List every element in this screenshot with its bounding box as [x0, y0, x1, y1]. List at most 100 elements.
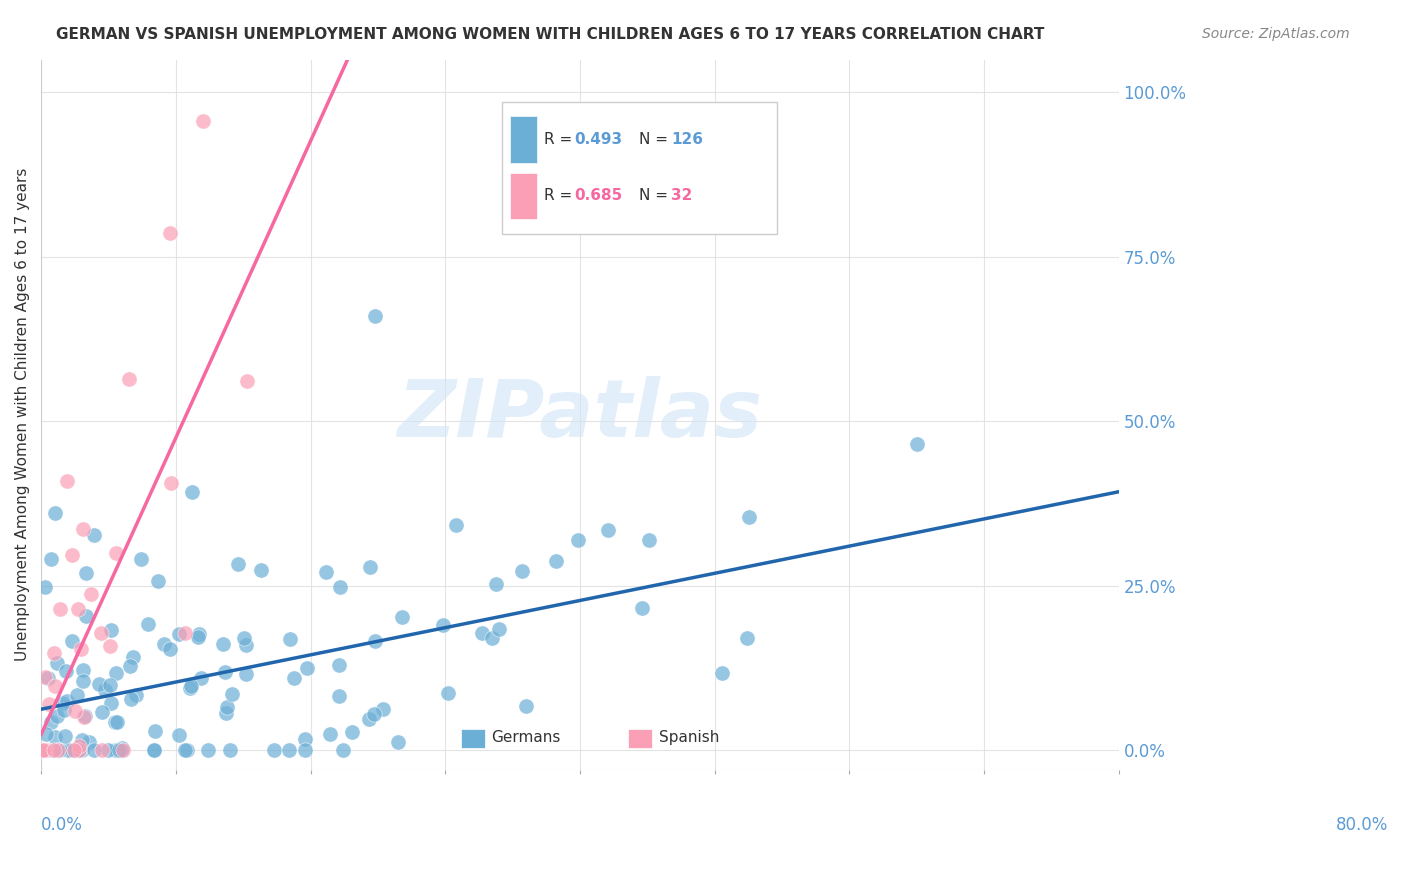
Point: [37, 743, 59, 757]
Point: [44, 506, 66, 520]
Point: [103, 715, 125, 730]
Point: [110, 743, 132, 757]
Point: [110, 743, 132, 757]
Point: [371, 702, 394, 716]
Point: [169, 728, 191, 742]
Point: [187, 630, 209, 644]
Point: [444, 517, 467, 532]
Text: 32: 32: [672, 188, 693, 203]
Point: [315, 565, 337, 579]
Point: [142, 743, 165, 757]
Point: [233, 632, 256, 646]
Point: [39, 552, 62, 566]
Point: [66, 602, 89, 616]
Point: [249, 563, 271, 577]
Point: [75, 566, 97, 581]
Point: [56, 474, 79, 488]
Point: [100, 639, 122, 653]
Point: [567, 533, 589, 548]
Point: [328, 657, 350, 672]
Point: [34, 670, 56, 684]
Point: [214, 665, 236, 679]
Text: Germans: Germans: [492, 731, 561, 746]
Point: [340, 725, 363, 739]
Point: [42, 743, 65, 757]
Point: [142, 743, 165, 757]
Point: [70, 743, 93, 757]
Point: [38, 698, 60, 712]
Point: [104, 743, 127, 757]
Point: [180, 679, 202, 693]
Point: [905, 437, 928, 451]
Point: [197, 743, 219, 757]
Point: [83, 528, 105, 542]
Y-axis label: Unemployment Among Women with Children Ages 6 to 17 years: Unemployment Among Women with Children A…: [15, 168, 30, 661]
Text: Source: ZipAtlas.com: Source: ZipAtlas.com: [1202, 27, 1350, 41]
Point: [122, 650, 145, 665]
Point: [53, 729, 76, 743]
Point: [159, 641, 181, 656]
Point: [118, 372, 141, 386]
Point: [179, 681, 201, 696]
Point: [332, 743, 354, 757]
Point: [55, 665, 77, 679]
Point: [51, 696, 73, 710]
Point: [42, 743, 65, 757]
Point: [67, 743, 90, 757]
FancyBboxPatch shape: [461, 729, 485, 748]
Point: [173, 743, 195, 757]
Point: [31, 743, 53, 757]
Point: [297, 660, 319, 674]
Point: [488, 622, 510, 636]
Point: [215, 699, 238, 714]
Point: [105, 743, 128, 757]
Point: [46, 743, 69, 757]
Point: [294, 743, 316, 757]
Point: [72, 522, 94, 536]
Point: [510, 564, 533, 578]
Text: 0.493: 0.493: [575, 132, 623, 146]
Point: [60, 743, 83, 757]
Point: [738, 509, 761, 524]
Point: [34, 743, 56, 757]
Point: [359, 559, 381, 574]
Point: [56, 743, 79, 757]
Point: [215, 706, 238, 721]
Point: [125, 689, 148, 703]
Text: Spanish: Spanish: [658, 731, 718, 746]
Point: [79, 734, 101, 748]
Text: R =: R =: [544, 188, 578, 203]
Point: [105, 546, 128, 560]
Point: [31, 743, 53, 757]
Point: [75, 709, 97, 723]
FancyBboxPatch shape: [628, 729, 652, 748]
Point: [62, 743, 84, 757]
Point: [37, 671, 59, 685]
Point: [90, 626, 112, 640]
Point: [89, 677, 111, 691]
Point: [97, 743, 120, 757]
Point: [72, 663, 94, 677]
Point: [159, 226, 181, 240]
Point: [481, 631, 503, 645]
Point: [111, 740, 134, 755]
Point: [211, 637, 233, 651]
Point: [485, 577, 508, 591]
Point: [60, 634, 83, 648]
Point: [98, 677, 121, 691]
Point: [91, 743, 114, 757]
Point: [90, 705, 112, 719]
Point: [100, 624, 122, 638]
Point: [72, 674, 94, 689]
Point: [65, 704, 87, 718]
Point: [711, 665, 734, 680]
Point: [236, 374, 259, 388]
Point: [387, 735, 409, 749]
Point: [39, 714, 62, 729]
Point: [34, 580, 56, 594]
Point: [48, 601, 70, 615]
Point: [190, 672, 212, 686]
Point: [278, 743, 301, 757]
Point: [328, 690, 350, 704]
Point: [180, 485, 202, 500]
